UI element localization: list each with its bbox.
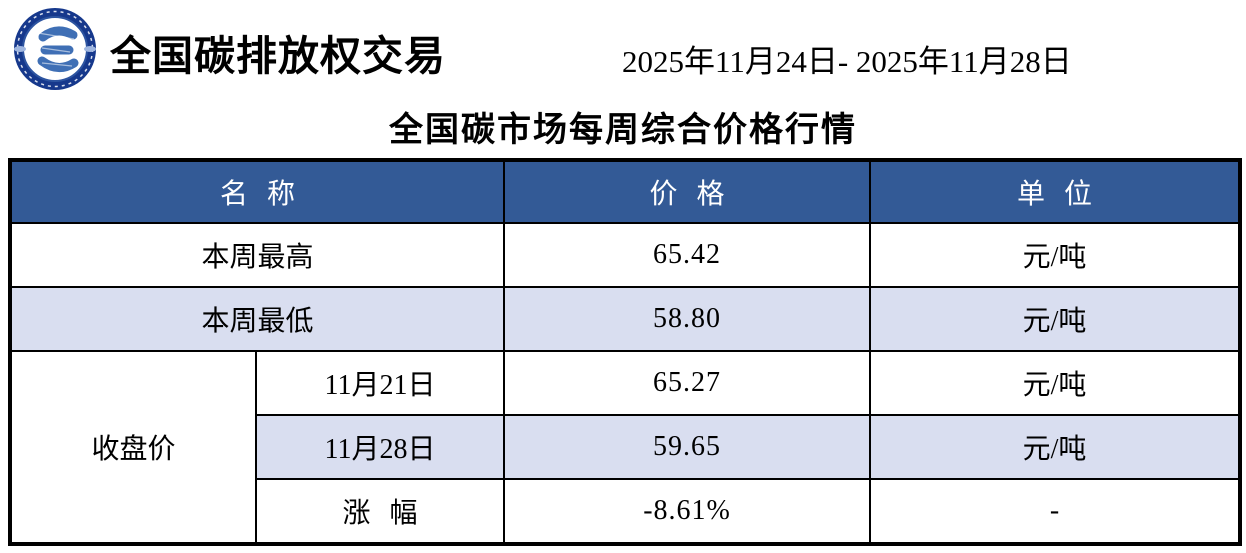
- cell-unit: 元/吨: [869, 286, 1242, 352]
- table-row-close-1: 收盘价 11月21日 65.27 元/吨: [9, 350, 1242, 545]
- cell-change-label: 涨 幅: [254, 478, 506, 545]
- table-header-row: 名 称 价 格 单 位: [8, 159, 1242, 224]
- table-row-close-2: 11月28日 59.65 元/吨: [10, 414, 1242, 480]
- cell-unit: 元/吨: [869, 350, 1242, 416]
- col-header-name: 名 称: [8, 159, 506, 224]
- cell-unit: -: [869, 478, 1242, 545]
- cell-price: 58.80: [503, 286, 872, 352]
- cell-unit: 元/吨: [869, 414, 1242, 480]
- cell-name: 本周最高: [8, 222, 506, 288]
- table-row-week-low: 本周最低 58.80 元/吨: [8, 286, 1242, 352]
- page-title: 全国碳市场每周综合价格行情: [389, 112, 857, 149]
- table-row-week-high: 本周最高 65.42 元/吨: [8, 222, 1242, 288]
- carbon-exchange-logo-icon: [14, 8, 96, 90]
- cell-name: 本周最低: [8, 286, 506, 352]
- table-row-change: 涨 幅 -8.61% -: [10, 478, 1242, 545]
- cell-price: 65.27: [503, 350, 872, 416]
- cell-price: 65.42: [503, 222, 872, 288]
- cell-unit: 元/吨: [869, 222, 1242, 288]
- date-range: 2025年11月24日- 2025年11月28日: [622, 44, 1072, 79]
- brand-title: 全国碳排放权交易: [110, 33, 446, 79]
- cell-date: 11月28日: [254, 414, 506, 480]
- cell-date: 11月21日: [254, 350, 506, 416]
- cell-closing-label: 收盘价: [9, 350, 257, 545]
- col-header-unit: 单 位: [869, 159, 1242, 224]
- cell-price: 59.65: [503, 414, 872, 480]
- price-table: 名 称 价 格 单 位 本周最高 65.42 元/吨 本周最低 58.80 元/…: [8, 158, 1243, 546]
- col-header-price: 价 格: [503, 159, 872, 224]
- cell-price: -8.61%: [503, 478, 872, 545]
